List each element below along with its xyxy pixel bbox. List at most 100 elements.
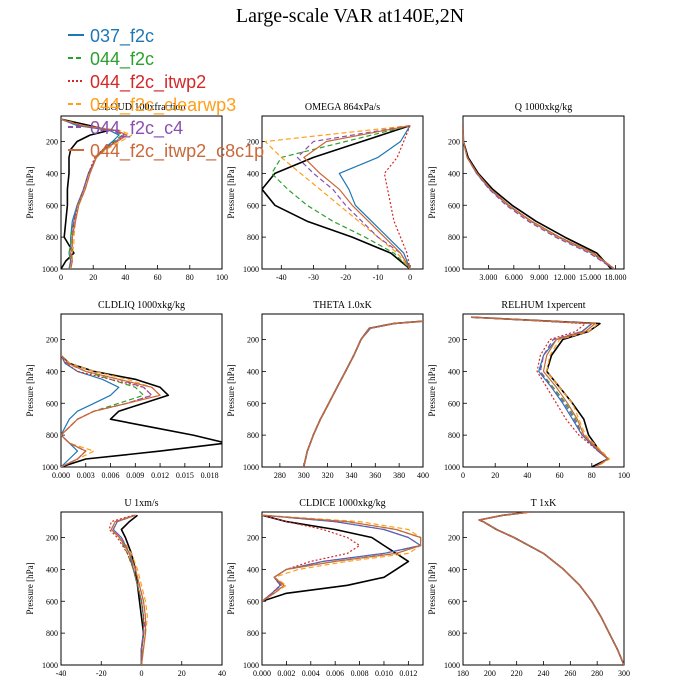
x-tick-label: 9.000 bbox=[530, 273, 548, 282]
x-tick-label: 80 bbox=[588, 471, 596, 480]
series-line-044_f2c_clearwp3 bbox=[264, 125, 411, 269]
x-tick-label: 320 bbox=[322, 471, 334, 480]
legend-label: 044_f2c bbox=[90, 49, 154, 70]
series-line-044_f2c_itwp2 bbox=[108, 514, 145, 665]
y-tick-label: 800 bbox=[448, 431, 460, 440]
y-tick-label: 1000 bbox=[444, 463, 460, 472]
y-tick-label: 800 bbox=[46, 233, 58, 242]
series-line-044_f2c_clearwp3 bbox=[303, 320, 423, 467]
x-tick-label: 400 bbox=[417, 471, 429, 480]
x-tick-label: 300 bbox=[618, 669, 630, 678]
y-tick-label: 400 bbox=[46, 169, 58, 178]
y-axis-label: Pressure [hPa] bbox=[226, 562, 236, 614]
panel-2: OMEGA 864xPa/s Pressure [hPa] 200 400 600 800… bbox=[226, 102, 424, 282]
series-line-044_f2c bbox=[110, 514, 145, 665]
series-line-044_f2c_clearwp3 bbox=[471, 316, 611, 467]
series-line-044_f2c_itwp2_c8c1p bbox=[110, 514, 147, 665]
x-tick-label: 0.000 bbox=[253, 669, 271, 678]
x-tick-label: 340 bbox=[345, 471, 357, 480]
x-tick-label: 0.012 bbox=[399, 669, 417, 678]
panel-3: Q 1000xkg/kg Pressure [hPa] 200 400 600 800 10… bbox=[427, 102, 627, 282]
series-line-control bbox=[463, 125, 612, 269]
plot-frame bbox=[462, 511, 625, 666]
y-tick-label: 1000 bbox=[243, 265, 259, 274]
x-tick-label: 20 bbox=[89, 273, 97, 282]
legend-label: 044_f2c_clearwp3 bbox=[90, 95, 236, 116]
series-line-044_f2c bbox=[271, 125, 411, 269]
y-tick-label: 200 bbox=[46, 534, 58, 543]
series-line-044_f2c_itwp2_c8c1p bbox=[303, 125, 411, 269]
series-line-044_f2c_c4 bbox=[303, 320, 423, 467]
legend-label: 044_f2c_itwp2_c8c1p bbox=[90, 141, 264, 162]
series-line-044_f2c_c4 bbox=[471, 316, 609, 467]
series-line-037_f2c bbox=[478, 512, 624, 665]
y-tick-label: 200 bbox=[448, 534, 460, 543]
figure-title: Large-scale VAR at140E,2N bbox=[236, 5, 464, 27]
series-line-044_f2c_itwp2 bbox=[463, 125, 616, 269]
y-tick-label: 200 bbox=[448, 336, 460, 345]
x-tick-label: 80 bbox=[186, 273, 194, 282]
series-line-044_f2c_itwp2 bbox=[478, 512, 624, 665]
x-tick-label: 0.004 bbox=[302, 669, 320, 678]
y-tick-label: 1000 bbox=[42, 265, 58, 274]
y-tick-label: 800 bbox=[247, 629, 259, 638]
series-line-037_f2c bbox=[338, 125, 411, 269]
x-tick-label: 60 bbox=[556, 471, 564, 480]
x-tick-label: -20 bbox=[340, 273, 351, 282]
panel-title: T 1xK bbox=[531, 498, 557, 509]
series-line-044_f2c_itwp2_c8c1p bbox=[262, 514, 422, 602]
series-line-044_f2c_clearwp3 bbox=[262, 514, 422, 602]
x-tick-label: 240 bbox=[538, 669, 550, 678]
panel-title: CLOUD 100xfraction bbox=[97, 102, 185, 113]
x-tick-label: 6.000 bbox=[505, 273, 523, 282]
plot-frame bbox=[261, 115, 424, 270]
series-line-044_f2c_itwp2_c8c1p bbox=[478, 512, 624, 665]
panel-title: CLDLIQ 1000xkg/kg bbox=[98, 300, 185, 311]
y-tick-label: 600 bbox=[247, 597, 259, 606]
x-tick-label: 0.006 bbox=[326, 669, 344, 678]
series-line-044_f2c_c4 bbox=[478, 512, 624, 665]
panel-title: CLDICE 1000xkg/kg bbox=[299, 498, 385, 509]
y-axis-label: Pressure [hPa] bbox=[25, 166, 35, 218]
y-tick-label: 400 bbox=[46, 367, 58, 376]
x-tick-label: 380 bbox=[393, 471, 405, 480]
series-line-037_f2c bbox=[471, 316, 609, 467]
y-tick-label: 800 bbox=[448, 233, 460, 242]
y-tick-label: 800 bbox=[448, 629, 460, 638]
series-line-044_f2c_c4 bbox=[296, 125, 411, 269]
x-tick-label: 40 bbox=[121, 273, 129, 282]
x-tick-label: 18.000 bbox=[605, 273, 627, 282]
series-line-044_f2c bbox=[303, 320, 423, 467]
plot-frame bbox=[60, 115, 223, 270]
x-tick-label: 40 bbox=[523, 471, 531, 480]
y-tick-label: 800 bbox=[46, 431, 58, 440]
series-line-044_f2c_itwp2 bbox=[383, 125, 411, 269]
panel-4: CLDLIQ 1000xkg/kg Pressure [hPa] 200 400 600… bbox=[25, 300, 223, 480]
plot-frame bbox=[60, 313, 223, 468]
x-tick-label: 100 bbox=[216, 273, 228, 282]
y-tick-label: 400 bbox=[448, 367, 460, 376]
x-tick-label: 220 bbox=[511, 669, 523, 678]
x-tick-label: 280 bbox=[591, 669, 603, 678]
y-tick-label: 1000 bbox=[444, 265, 460, 274]
plot-frame bbox=[261, 313, 424, 468]
series-line-037_f2c bbox=[262, 514, 422, 602]
y-tick-label: 1000 bbox=[243, 661, 259, 670]
panel-8: CLDICE 1000xkg/kg Pressure [hPa] 200 400 600… bbox=[226, 498, 424, 678]
y-axis-label: Pressure [hPa] bbox=[25, 562, 35, 614]
y-tick-label: 200 bbox=[247, 336, 259, 345]
plot-frame bbox=[261, 511, 424, 666]
series-line-control bbox=[471, 316, 609, 467]
y-tick-label: 200 bbox=[247, 534, 259, 543]
x-tick-label: 0.018 bbox=[201, 471, 219, 480]
y-tick-label: 400 bbox=[46, 565, 58, 574]
series-line-044_f2c bbox=[61, 118, 123, 269]
series-line-044_f2c_clearwp3 bbox=[478, 512, 624, 665]
x-tick-label: 20 bbox=[491, 471, 499, 480]
series-line-044_f2c_c4 bbox=[463, 125, 615, 269]
y-axis-label: Pressure [hPa] bbox=[226, 364, 236, 416]
series-line-044_f2c_itwp2_c8c1p bbox=[61, 354, 161, 467]
